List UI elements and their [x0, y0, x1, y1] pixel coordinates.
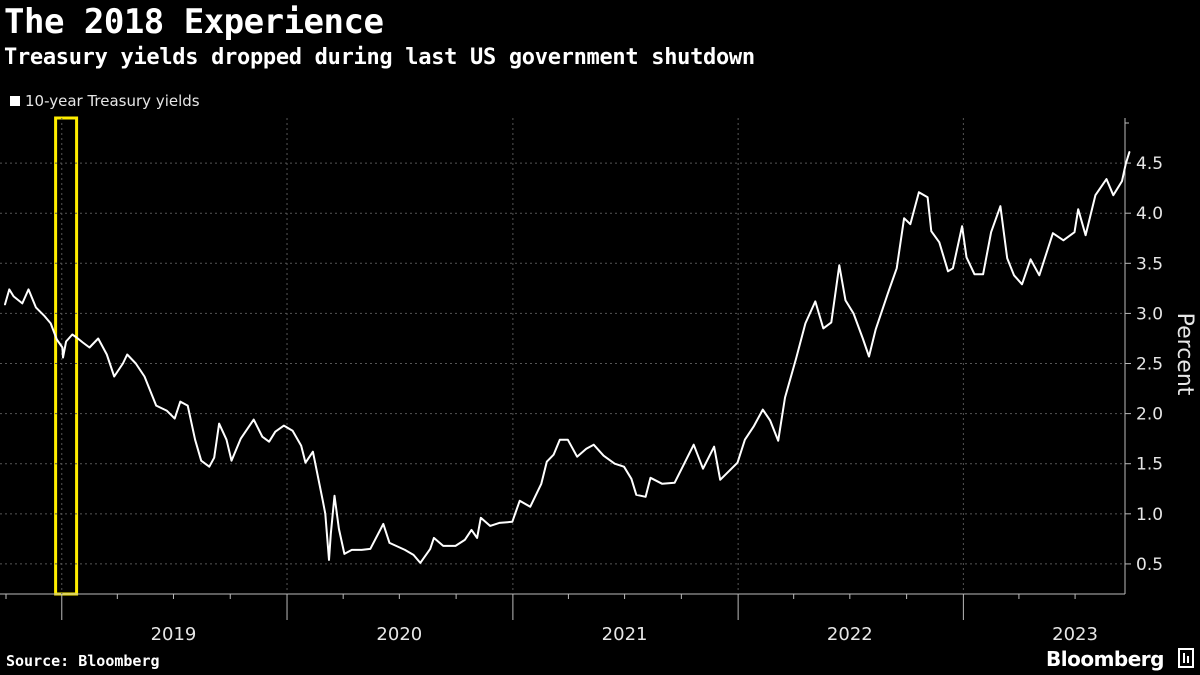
- y-tick-label: 1.0: [1136, 505, 1163, 525]
- y-tick-label: 2.0: [1136, 405, 1163, 425]
- terminal-icon: [1178, 648, 1194, 668]
- y-tick-label: 4.0: [1136, 204, 1163, 224]
- x-tick-label: 2020: [376, 624, 422, 645]
- x-tick-label: 2019: [151, 624, 197, 645]
- y-tick-label: 0.5: [1136, 555, 1163, 575]
- legend-label: 10-year Treasury yields: [25, 92, 200, 110]
- y-tick-label: 1.5: [1136, 455, 1163, 475]
- chart-subtitle: Treasury yields dropped during last US g…: [4, 45, 755, 70]
- y-tick-label: 4.5: [1136, 154, 1163, 174]
- legend-swatch: [10, 96, 20, 106]
- shutdown-highlight: [54, 116, 79, 596]
- legend: 10-year Treasury yields: [10, 92, 200, 110]
- x-tick-label: 2021: [602, 624, 648, 645]
- source-note: Source: Bloomberg: [6, 652, 160, 670]
- x-tick-label: 2022: [827, 624, 873, 645]
- y-tick-label: 3.0: [1136, 304, 1163, 324]
- y-tick-label: 3.5: [1136, 254, 1163, 274]
- series-line: [4, 151, 1131, 564]
- brand-logo: Bloomberg: [1046, 647, 1164, 671]
- x-tick-label: 2023: [1052, 624, 1098, 645]
- chart-title: The 2018 Experience: [4, 2, 384, 42]
- y-tick-label: 2.5: [1136, 355, 1163, 375]
- y-axis-title: Percent: [1172, 313, 1197, 396]
